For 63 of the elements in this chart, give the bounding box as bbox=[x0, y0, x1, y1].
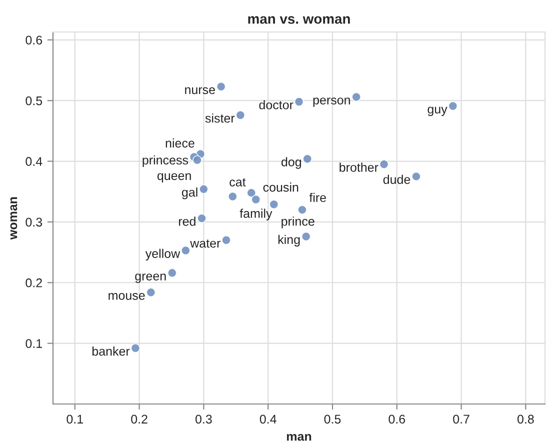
annotation: cat bbox=[230, 178, 246, 186]
annotation: water bbox=[190, 239, 220, 248]
x-tick-label: 0.5 bbox=[324, 414, 341, 424]
annotation: family bbox=[240, 208, 272, 220]
chart-title: man vs. woman bbox=[248, 16, 350, 24]
point bbox=[251, 194, 261, 204]
y-tick-label: 0.2 bbox=[26, 278, 42, 288]
annotation: princess bbox=[142, 155, 188, 168]
annotation: guy bbox=[428, 106, 448, 116]
annotation: person bbox=[313, 98, 350, 107]
annotation: king bbox=[278, 234, 300, 246]
point bbox=[301, 232, 311, 242]
y-tick-label: 0.4 bbox=[26, 157, 42, 166]
point bbox=[294, 97, 304, 106]
annotation: sister bbox=[205, 113, 235, 123]
x-axis-title: man bbox=[286, 434, 312, 441]
annotation: fire bbox=[309, 192, 326, 202]
x-tick-label: 0.1 bbox=[66, 414, 83, 424]
annotation: doctor bbox=[259, 100, 294, 110]
annotation: red bbox=[178, 216, 196, 226]
x-tick-label: 0.2 bbox=[131, 414, 148, 424]
point bbox=[269, 200, 279, 210]
point bbox=[197, 214, 206, 224]
annotation: banker bbox=[92, 346, 130, 356]
annotation: cousin bbox=[263, 182, 298, 192]
point bbox=[198, 184, 208, 194]
x-tick-label: 0.4 bbox=[260, 414, 276, 424]
annotation: gal bbox=[182, 188, 198, 200]
point bbox=[228, 192, 238, 202]
point bbox=[130, 343, 140, 353]
point bbox=[236, 110, 246, 120]
annotation: queen bbox=[157, 173, 191, 183]
annotation: yellow bbox=[145, 248, 180, 260]
annotation: dude bbox=[383, 174, 410, 184]
point bbox=[246, 188, 256, 198]
annotation: mouse bbox=[108, 293, 145, 300]
point bbox=[167, 268, 177, 278]
point bbox=[222, 235, 231, 245]
point bbox=[352, 92, 362, 102]
y-tick-label: 0.5 bbox=[26, 96, 42, 106]
annotation: green bbox=[135, 274, 166, 283]
x-tick-label: 0.6 bbox=[388, 414, 406, 424]
y-tick-label: 0.1 bbox=[26, 339, 42, 348]
annotation: brother bbox=[340, 162, 378, 172]
annotation: niece bbox=[166, 138, 194, 148]
y-axis-title: woman bbox=[10, 197, 18, 240]
x-tick-label: 0.7 bbox=[453, 414, 470, 424]
point bbox=[412, 172, 421, 182]
x-tick-label: 0.3 bbox=[195, 414, 212, 424]
point bbox=[180, 246, 190, 256]
point bbox=[216, 82, 226, 92]
annotation: nurse bbox=[185, 87, 215, 94]
y-tick-label: 0.3 bbox=[26, 218, 42, 227]
annotation: prince bbox=[282, 216, 314, 228]
point bbox=[298, 205, 307, 215]
x-tick-label: 0.8 bbox=[517, 414, 534, 424]
annotation: dog bbox=[281, 157, 302, 169]
point bbox=[192, 155, 202, 165]
point bbox=[379, 160, 389, 169]
point bbox=[146, 288, 156, 298]
point bbox=[448, 101, 458, 111]
point bbox=[302, 154, 312, 164]
y-tick-label: 0.6 bbox=[26, 36, 42, 45]
